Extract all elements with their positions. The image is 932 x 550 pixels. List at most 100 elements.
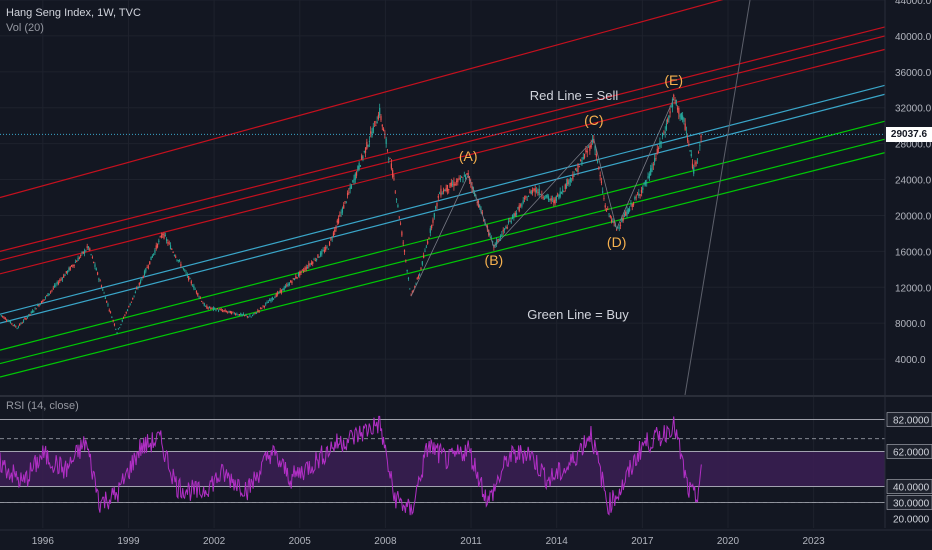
candle-body bbox=[296, 277, 298, 278]
candle-body bbox=[684, 123, 686, 130]
candle-body bbox=[526, 199, 528, 201]
candle-body bbox=[321, 250, 323, 255]
candle-body bbox=[153, 253, 155, 255]
candle-body bbox=[304, 268, 306, 271]
candle-body bbox=[77, 258, 79, 261]
candle-body bbox=[238, 314, 241, 316]
candle-body bbox=[254, 312, 256, 314]
candle-body bbox=[345, 201, 347, 203]
candle-body bbox=[20, 322, 22, 324]
candle-body bbox=[309, 263, 311, 265]
candle-body bbox=[341, 207, 344, 213]
candle-body bbox=[278, 291, 280, 293]
candle-body bbox=[125, 312, 127, 313]
candle-body bbox=[89, 248, 91, 251]
candle-body bbox=[262, 305, 264, 307]
candle-body bbox=[86, 246, 88, 248]
candle-body bbox=[587, 146, 590, 148]
candle-body bbox=[325, 247, 327, 251]
candle-body bbox=[656, 148, 658, 154]
candle-body bbox=[28, 314, 30, 317]
candle-body bbox=[439, 193, 441, 195]
buy-line-label: Green Line = Buy bbox=[527, 307, 629, 322]
candle-body bbox=[428, 237, 430, 239]
candle-body bbox=[563, 191, 565, 193]
candle-body bbox=[602, 191, 604, 193]
candle-body bbox=[96, 272, 99, 275]
candle-body bbox=[310, 262, 313, 265]
candle-body bbox=[600, 181, 603, 183]
candle-body bbox=[551, 198, 554, 200]
candle-body bbox=[580, 160, 582, 162]
candle-body bbox=[687, 138, 689, 141]
candle-body bbox=[350, 185, 353, 189]
candle-body bbox=[557, 194, 559, 196]
candle-body bbox=[224, 310, 226, 312]
candle-body bbox=[219, 309, 221, 311]
candle-body bbox=[181, 266, 183, 269]
candle-body bbox=[636, 194, 639, 196]
candle-body bbox=[675, 99, 677, 105]
candle-body bbox=[415, 283, 417, 285]
candle-body bbox=[529, 191, 531, 193]
y-tick-label: 28000.0 bbox=[895, 140, 932, 151]
candle-body bbox=[522, 200, 524, 203]
candle-body bbox=[448, 189, 450, 191]
candle-body bbox=[376, 121, 378, 124]
candle-body bbox=[625, 211, 627, 216]
rsi-tick-box bbox=[886, 412, 932, 427]
candle-body bbox=[399, 223, 402, 225]
rsi-tick-label: 82.0000 bbox=[893, 416, 930, 427]
candle-body bbox=[138, 283, 140, 285]
candle-body bbox=[339, 214, 341, 217]
candle-body bbox=[300, 270, 302, 273]
rsi-tick-label: 30.0000 bbox=[893, 498, 930, 509]
candle-body bbox=[199, 297, 201, 299]
candle-body bbox=[169, 245, 172, 250]
candle-body bbox=[565, 183, 568, 188]
candle-body bbox=[453, 181, 455, 187]
candle-body bbox=[603, 198, 605, 199]
candle-body bbox=[232, 311, 234, 313]
candle-body bbox=[120, 324, 122, 325]
candle-body bbox=[683, 118, 685, 122]
candle-body bbox=[466, 173, 468, 175]
buy-channel-line bbox=[0, 120, 886, 351]
candle-body bbox=[106, 300, 108, 303]
candle-body bbox=[362, 156, 364, 159]
sell-line-label: Red Line = Sell bbox=[530, 88, 619, 103]
candle-body bbox=[354, 173, 356, 180]
candle-body bbox=[343, 204, 345, 209]
candle-body bbox=[98, 278, 100, 280]
candle-body bbox=[417, 275, 420, 278]
candle-body bbox=[163, 233, 165, 239]
candle-body bbox=[549, 199, 551, 200]
candle-body bbox=[72, 265, 74, 267]
candle-body bbox=[452, 184, 454, 186]
candle-body bbox=[16, 328, 18, 330]
candle-body bbox=[63, 275, 65, 278]
candle-body bbox=[667, 119, 669, 122]
candle-body bbox=[108, 309, 110, 311]
candle-body bbox=[659, 141, 661, 148]
candle-body bbox=[463, 175, 465, 177]
annotation-labels: (A) (B) (C) (D) (E) Red Line = Sell Green Line… bbox=[459, 72, 683, 322]
sell-channel-line bbox=[0, 0, 724, 199]
candle-body bbox=[151, 255, 153, 258]
candle-body bbox=[483, 220, 485, 222]
candle-body bbox=[171, 249, 173, 250]
candle-body bbox=[553, 200, 555, 204]
candle-body bbox=[577, 164, 579, 173]
wave-label: (A) bbox=[459, 148, 478, 164]
current-price-badge: 29037.6 bbox=[886, 127, 932, 142]
mid-channel-line bbox=[0, 84, 886, 315]
candle-body bbox=[168, 242, 170, 244]
candle-body bbox=[104, 297, 106, 299]
candle-body bbox=[94, 264, 96, 267]
candle-body bbox=[444, 189, 446, 192]
candle-body bbox=[242, 313, 244, 316]
candle-body bbox=[617, 226, 619, 228]
candle-body bbox=[156, 243, 159, 248]
